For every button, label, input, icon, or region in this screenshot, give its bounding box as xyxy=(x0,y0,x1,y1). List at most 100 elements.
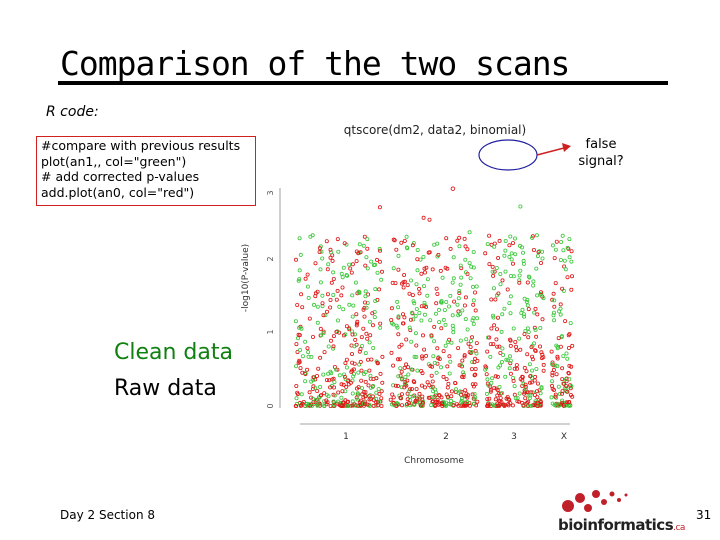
data-point xyxy=(565,275,570,280)
data-point xyxy=(457,244,462,249)
data-point xyxy=(427,383,432,388)
data-point xyxy=(399,385,404,390)
data-point xyxy=(569,274,574,279)
data-point xyxy=(362,371,367,376)
data-point xyxy=(447,354,452,359)
data-point xyxy=(413,399,418,404)
data-point xyxy=(563,377,568,382)
data-point xyxy=(569,259,574,264)
data-point xyxy=(330,258,335,263)
data-point xyxy=(322,399,327,404)
data-point xyxy=(336,390,341,395)
data-point xyxy=(359,378,364,383)
data-point xyxy=(485,377,490,382)
data-point xyxy=(474,284,479,289)
data-point xyxy=(321,330,326,335)
data-point xyxy=(342,241,347,246)
data-point xyxy=(344,273,349,278)
data-point xyxy=(435,346,440,351)
annotation-line: signal? xyxy=(578,154,624,169)
data-point xyxy=(458,338,463,343)
data-point xyxy=(404,337,409,342)
data-point xyxy=(294,403,299,408)
data-point xyxy=(484,372,489,377)
data-point xyxy=(445,385,450,390)
data-point xyxy=(551,291,556,296)
data-point xyxy=(533,348,538,353)
data-point xyxy=(466,393,471,398)
data-point xyxy=(514,363,519,368)
data-point xyxy=(515,396,520,401)
data-point xyxy=(508,311,513,316)
data-point xyxy=(351,303,356,308)
data-point xyxy=(487,335,492,340)
data-point xyxy=(470,284,475,289)
data-point xyxy=(411,241,416,246)
data-point xyxy=(353,280,358,285)
data-point xyxy=(530,235,535,240)
data-point xyxy=(425,293,430,298)
data-point xyxy=(432,339,437,344)
data-point xyxy=(344,324,349,329)
data-point xyxy=(414,386,419,391)
data-point xyxy=(492,269,497,274)
data-point xyxy=(395,299,400,304)
data-point xyxy=(329,280,334,285)
data-point xyxy=(569,249,574,254)
data-point xyxy=(328,250,333,255)
data-point xyxy=(556,384,561,389)
data-point xyxy=(517,336,522,341)
data-point xyxy=(451,330,456,335)
data-point xyxy=(403,374,408,379)
data-point xyxy=(469,335,474,340)
data-point xyxy=(491,403,496,408)
data-point xyxy=(463,244,468,249)
data-point xyxy=(496,255,501,260)
data-point xyxy=(424,353,429,358)
data-point xyxy=(421,215,426,220)
data-point xyxy=(446,381,451,386)
data-point xyxy=(513,344,518,349)
data-point xyxy=(455,302,460,307)
data-point xyxy=(510,403,515,408)
data-point xyxy=(495,387,500,392)
data-point xyxy=(413,331,418,336)
data-point xyxy=(523,396,528,401)
data-point xyxy=(532,341,537,346)
data-point xyxy=(328,369,333,374)
data-point xyxy=(492,244,497,249)
data-point xyxy=(566,370,571,375)
data-point xyxy=(446,304,451,309)
data-point xyxy=(395,383,400,388)
data-point xyxy=(391,266,396,271)
data-point xyxy=(419,271,424,276)
data-point xyxy=(415,268,420,273)
data-point xyxy=(414,343,419,348)
data-point xyxy=(566,246,571,251)
title-underline xyxy=(58,81,668,85)
data-point xyxy=(458,400,463,405)
data-point xyxy=(489,326,494,331)
bioinformatics-logo: bioinformatics.ca xyxy=(558,486,685,536)
data-point xyxy=(389,317,394,322)
data-point xyxy=(317,246,322,251)
data-point xyxy=(567,399,572,404)
data-point xyxy=(402,381,407,386)
data-point xyxy=(494,327,499,332)
data-point xyxy=(358,250,363,255)
data-point xyxy=(491,286,496,291)
data-point xyxy=(497,238,502,243)
data-point xyxy=(365,402,370,407)
data-point xyxy=(367,368,372,373)
data-point xyxy=(296,336,301,341)
data-point xyxy=(332,385,337,390)
data-point xyxy=(340,389,345,394)
data-point xyxy=(517,280,522,285)
data-point xyxy=(303,379,308,384)
data-point xyxy=(404,362,409,367)
data-point xyxy=(368,393,373,398)
data-point xyxy=(453,380,458,385)
data-point xyxy=(353,337,358,342)
data-point xyxy=(461,375,466,380)
data-point xyxy=(564,379,569,384)
